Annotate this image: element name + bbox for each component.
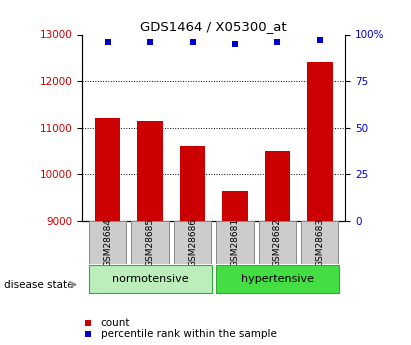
Text: normotensive: normotensive: [112, 274, 188, 284]
Bar: [301, 221, 338, 264]
Text: count: count: [101, 318, 130, 328]
Title: GDS1464 / X05300_at: GDS1464 / X05300_at: [141, 20, 287, 33]
Bar: [222, 190, 248, 221]
Text: GSM28686: GSM28686: [188, 218, 197, 267]
Text: GSM28683: GSM28683: [315, 218, 324, 267]
Point: [85, 321, 92, 326]
Bar: [265, 151, 290, 221]
Bar: [95, 118, 120, 221]
Text: percentile rank within the sample: percentile rank within the sample: [101, 329, 277, 338]
Point: [274, 39, 281, 45]
Point: [189, 39, 196, 45]
Point: [316, 37, 323, 43]
Bar: [216, 221, 254, 264]
Bar: [137, 121, 163, 221]
Text: GSM28682: GSM28682: [273, 218, 282, 267]
Bar: [89, 221, 126, 264]
Text: disease state: disease state: [4, 280, 74, 289]
Text: GSM28685: GSM28685: [145, 218, 155, 267]
Text: hypertensive: hypertensive: [241, 274, 314, 284]
Bar: [307, 62, 332, 221]
Bar: [180, 146, 205, 221]
Text: GSM28681: GSM28681: [231, 218, 240, 267]
Point: [232, 41, 238, 47]
Bar: [132, 221, 169, 264]
Bar: [216, 266, 339, 293]
Bar: [88, 266, 212, 293]
Point: [85, 331, 92, 336]
Bar: [174, 221, 211, 264]
Point: [147, 39, 153, 45]
Text: GSM28684: GSM28684: [103, 218, 112, 267]
Point: [104, 39, 111, 45]
Bar: [259, 221, 296, 264]
